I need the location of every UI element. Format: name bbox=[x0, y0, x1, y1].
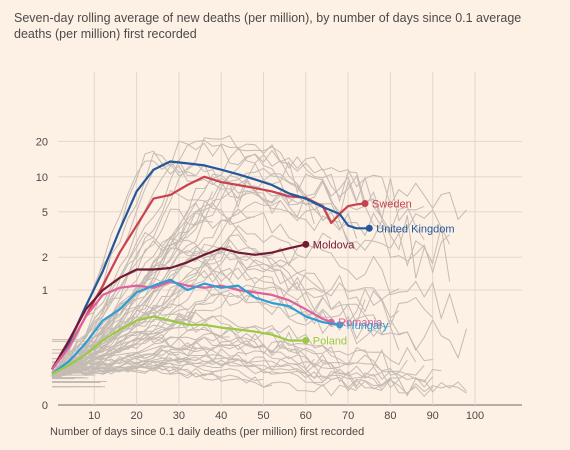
x-tick-label: 90 bbox=[427, 410, 439, 422]
x-axis-label: Number of days since 0.1 daily deaths (p… bbox=[50, 426, 365, 438]
background-country-line bbox=[51, 163, 281, 377]
x-tick-label: 40 bbox=[215, 410, 227, 422]
y-tick-label: 5 bbox=[42, 207, 48, 219]
series-line-moldova bbox=[51, 243, 307, 370]
series-end-dot-moldova bbox=[302, 240, 310, 248]
series-labels: Sweden United Kingdom Moldova RomaniaHungar… bbox=[313, 199, 455, 348]
background-country-line bbox=[51, 349, 383, 392]
background-country-line bbox=[51, 208, 213, 376]
background-country-line bbox=[51, 315, 408, 377]
x-tick-label: 80 bbox=[384, 410, 396, 422]
y-tick-label: 0 bbox=[42, 400, 48, 412]
y-tick-label: 10 bbox=[36, 172, 48, 184]
series-end-dot-poland bbox=[302, 337, 310, 345]
series-label-moldova: Moldova bbox=[313, 239, 355, 251]
series-line-united-kingdom bbox=[51, 160, 370, 370]
series-label-hungary: Hungary bbox=[347, 320, 389, 332]
background-country-line bbox=[51, 149, 383, 377]
series-line-poland bbox=[51, 315, 306, 375]
series-line-hungary bbox=[51, 278, 340, 375]
background-country-line bbox=[51, 340, 434, 388]
highlighted-series bbox=[51, 160, 373, 375]
background-country-line bbox=[51, 348, 205, 377]
series-end-dot-hungary bbox=[336, 321, 344, 329]
axes: 0 1 2 5 10 20 10 20 30 40 50 60 70 80 90 100 bbox=[36, 136, 484, 422]
x-tick-label: 60 bbox=[300, 410, 312, 422]
series-line-sweden bbox=[51, 175, 366, 370]
series-end-dot-sweden bbox=[361, 200, 369, 208]
background-country-line bbox=[51, 174, 450, 378]
background-country-line bbox=[51, 359, 399, 389]
background-country-line bbox=[51, 239, 298, 373]
x-tick-label: 10 bbox=[88, 410, 100, 422]
background-country-line bbox=[51, 358, 467, 395]
background-country-line bbox=[51, 331, 467, 397]
background-country-line bbox=[51, 140, 358, 378]
background-country-line bbox=[51, 143, 467, 373]
background-country-line bbox=[51, 189, 332, 378]
series-label-united-kingdom: United Kingdom bbox=[376, 223, 454, 235]
background-country-lines bbox=[51, 135, 467, 398]
x-tick-label: 50 bbox=[257, 410, 269, 422]
background-country-line bbox=[51, 318, 442, 383]
series-label-sweden: Sweden bbox=[372, 199, 412, 211]
series-label-poland: Poland bbox=[313, 336, 347, 348]
background-country-line bbox=[51, 152, 451, 373]
background-country-line bbox=[51, 282, 179, 375]
background-country-line bbox=[51, 240, 324, 376]
series-label-romania: Romania bbox=[338, 317, 383, 329]
y-tick-label: 20 bbox=[36, 136, 48, 148]
background-country-line bbox=[51, 231, 400, 376]
background-country-line bbox=[51, 249, 434, 373]
x-tick-label: 100 bbox=[466, 410, 484, 422]
y-tick-label: 1 bbox=[42, 285, 48, 297]
x-tick-label: 20 bbox=[130, 410, 142, 422]
background-country-line bbox=[51, 269, 467, 377]
background-country-line bbox=[51, 139, 425, 377]
background-country-line bbox=[51, 350, 340, 376]
x-tick-label: 30 bbox=[173, 410, 185, 422]
chart-subtitle: Seven-day rolling average of new deaths … bbox=[14, 11, 522, 41]
background-country-line bbox=[51, 257, 366, 378]
series-end-dot-united-kingdom bbox=[365, 224, 373, 232]
x-tick-label: 70 bbox=[342, 410, 354, 422]
y-tick-label: 2 bbox=[42, 252, 48, 264]
background-country-line bbox=[51, 329, 341, 373]
background-country-line bbox=[51, 202, 256, 377]
background-country-line bbox=[51, 150, 315, 376]
